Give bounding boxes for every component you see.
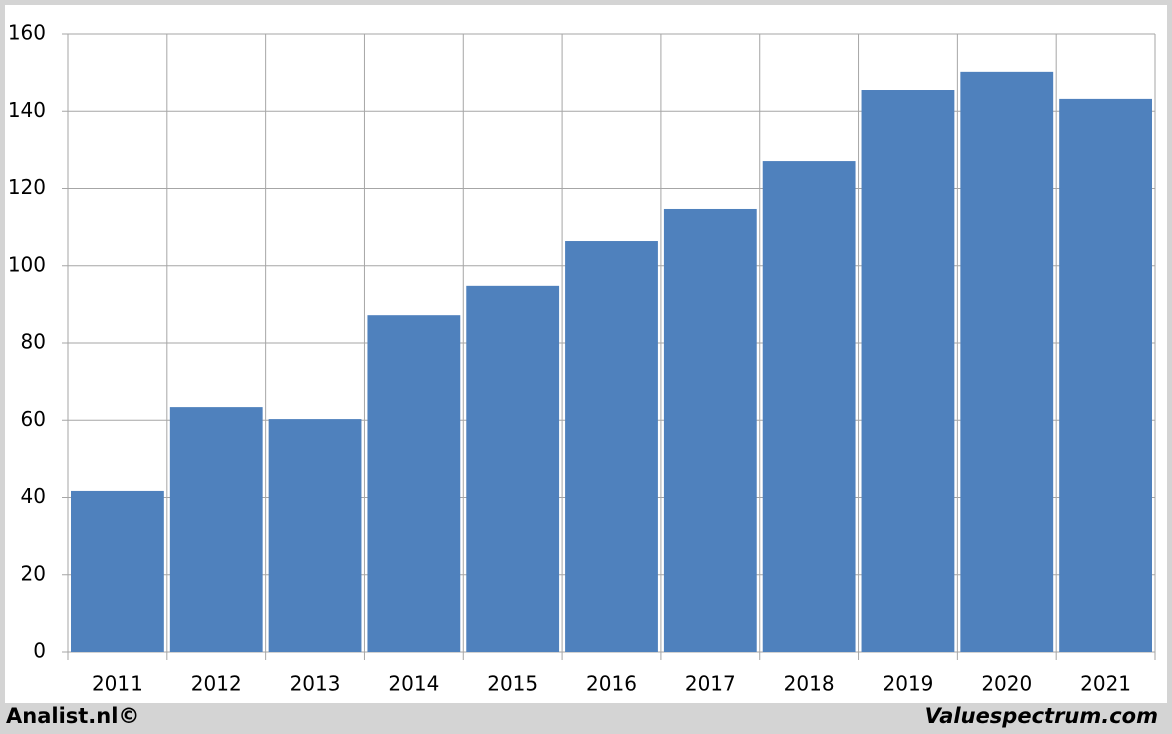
x-tick-label: 2021 — [1080, 672, 1131, 696]
x-tick-label: 2018 — [784, 672, 835, 696]
x-tick-label: 2015 — [487, 672, 538, 696]
bar — [663, 208, 757, 652]
footer-right: Valuespectrum.com — [925, 704, 1158, 728]
bar — [762, 161, 856, 653]
x-tick-label: 2011 — [92, 672, 143, 696]
y-tick-label: 120 — [8, 175, 46, 199]
x-tick-label: 2016 — [586, 672, 637, 696]
bar — [71, 490, 164, 652]
bar — [960, 71, 1054, 653]
x-tick-label: 2014 — [388, 672, 439, 696]
x-tick-label: 2019 — [883, 672, 934, 696]
y-tick-label: 140 — [8, 98, 46, 122]
footer-left: Analist.nl© — [6, 704, 139, 728]
y-tick-label: 20 — [21, 561, 46, 585]
y-tick-label: 80 — [21, 330, 46, 354]
bar — [169, 407, 263, 652]
y-tick-label: 0 — [33, 639, 46, 663]
x-tick-label: 2012 — [191, 672, 242, 696]
x-tick-label: 2020 — [981, 672, 1032, 696]
y-tick-label: 40 — [21, 484, 46, 508]
bar — [268, 419, 362, 652]
y-tick-label: 100 — [8, 252, 46, 276]
x-tick-label: 2013 — [290, 672, 341, 696]
bar — [367, 315, 461, 652]
bar — [861, 90, 955, 653]
y-tick-label: 60 — [21, 407, 46, 431]
x-tick-label: 2017 — [685, 672, 736, 696]
y-tick-label: 160 — [8, 21, 46, 45]
bar — [565, 241, 658, 652]
bar — [1059, 98, 1152, 652]
bar — [466, 285, 560, 652]
